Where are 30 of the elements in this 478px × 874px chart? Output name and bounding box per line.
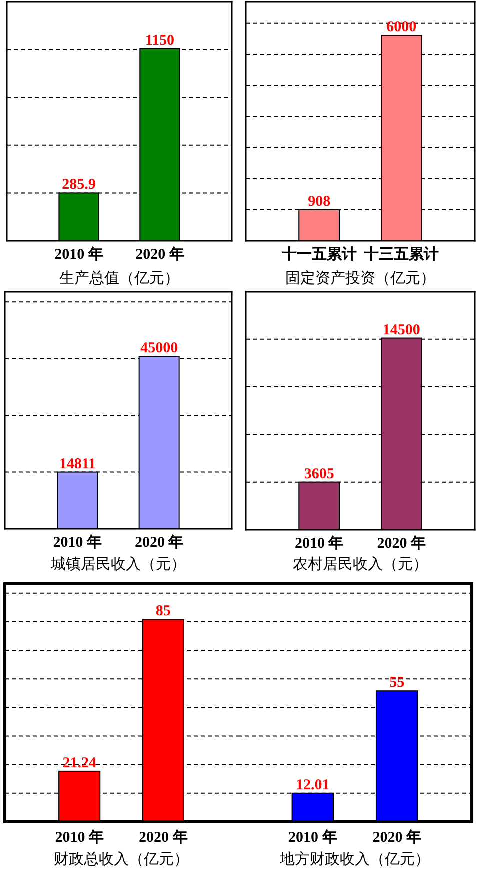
x-tick-label: 2010 年 <box>53 534 102 551</box>
data-label: 14811 <box>59 456 96 472</box>
x-tick-label: 2020 年 <box>139 829 188 846</box>
data-label: 285.9 <box>62 177 96 194</box>
data-label: 908 <box>308 194 331 210</box>
x-axis-title: 地方财政收入（亿元） <box>279 851 430 868</box>
x-tick-label: 2020 年 <box>372 829 422 846</box>
data-label: 3605 <box>304 466 334 482</box>
x-axis-title: 财政总收入（亿元） <box>54 851 189 868</box>
data-label: 55 <box>390 675 405 692</box>
data-label: 12.01 <box>296 777 330 794</box>
x-axis-title: 生产总值（亿元） <box>60 270 180 287</box>
data-label: 1150 <box>145 32 175 49</box>
data-label: 14500 <box>382 322 420 338</box>
x-tick-label: 2010 年 <box>294 535 344 552</box>
x-tick-label: 2020 年 <box>136 246 184 263</box>
x-tick-label: 2010 年 <box>55 829 104 846</box>
x-axis-title: 固定资产投资（亿元） <box>286 270 436 287</box>
data-label: 21.24 <box>62 755 97 772</box>
x-axis-title: 农村居民收入（元） <box>293 556 428 573</box>
data-label: 45000 <box>140 340 178 357</box>
x-tick-label: 2010 年 <box>288 829 338 846</box>
x-tick-label: 十三五累计 <box>363 246 440 263</box>
data-label: 85 <box>156 604 171 620</box>
x-tick-label: 2020 年 <box>377 535 426 552</box>
x-tick-label: 十一五累计 <box>280 246 357 263</box>
x-tick-label: 2010 年 <box>54 246 104 263</box>
x-axis-title: 城镇居民收入（元） <box>50 556 186 573</box>
x-tick-label: 2020 年 <box>134 534 184 551</box>
data-label: 6000 <box>386 20 417 36</box>
